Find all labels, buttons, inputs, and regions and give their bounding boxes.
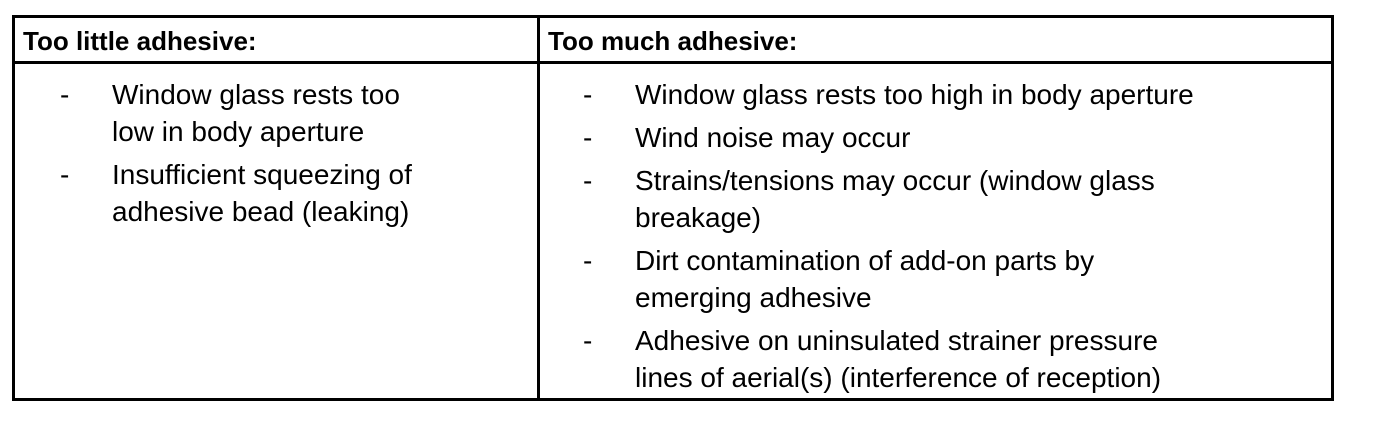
item-text-line: Window glass rests too high in body aper… <box>635 79 1194 110</box>
item-text-line: lines of aerial(s) (interference of rece… <box>635 362 1162 393</box>
bullet-dash: - <box>583 122 593 153</box>
list-item: - Window glass rests too low in body apert… <box>60 76 530 150</box>
item-text-line: emerging adhesive <box>635 282 872 313</box>
bullet-dash: - <box>583 325 593 356</box>
column-divider <box>537 18 540 398</box>
list-item: - Wind noise may occur <box>583 119 1323 156</box>
item-text-line: Wind noise may occur <box>635 122 911 153</box>
list-item: - Window glass rests too high in body ape… <box>583 76 1323 113</box>
item-text-line: Insufficient squeezing of <box>112 159 412 190</box>
item-text-line: adhesive bead (leaking) <box>112 196 410 227</box>
item-text-line: Window glass rests too <box>112 79 400 110</box>
item-text-line: Strains/tensions may occur (window glass <box>635 165 1155 196</box>
list-item: - Dirt contamination of add-on parts by em… <box>583 242 1323 316</box>
list-item: - Insufficient squeezing of adhesive bead … <box>60 156 530 230</box>
header-too-much: Too much adhesive: <box>540 18 1331 64</box>
bullet-dash: - <box>60 159 70 190</box>
item-text-line: breakage) <box>635 202 762 233</box>
adhesive-table: Too little adhesive: Too much adhesive: … <box>12 15 1334 401</box>
list-item: - Adhesive on uninsulated strainer pressu… <box>583 322 1323 396</box>
too-little-list: - Window glass rests too low in body apert… <box>60 76 530 236</box>
header-too-little: Too little adhesive: <box>15 18 537 64</box>
item-text-line: Adhesive on uninsulated strainer pressur… <box>635 325 1158 356</box>
bullet-dash: - <box>583 79 593 110</box>
list-item: - Strains/tensions may occur (window glas… <box>583 162 1323 236</box>
bullet-dash: - <box>583 245 593 276</box>
bullet-dash: - <box>583 165 593 196</box>
item-text-line: low in body aperture <box>112 116 365 147</box>
too-much-list: - Window glass rests too high in body ape… <box>583 76 1323 402</box>
bullet-dash: - <box>60 79 70 110</box>
item-text-line: Dirt contamination of add-on parts by <box>635 245 1095 276</box>
